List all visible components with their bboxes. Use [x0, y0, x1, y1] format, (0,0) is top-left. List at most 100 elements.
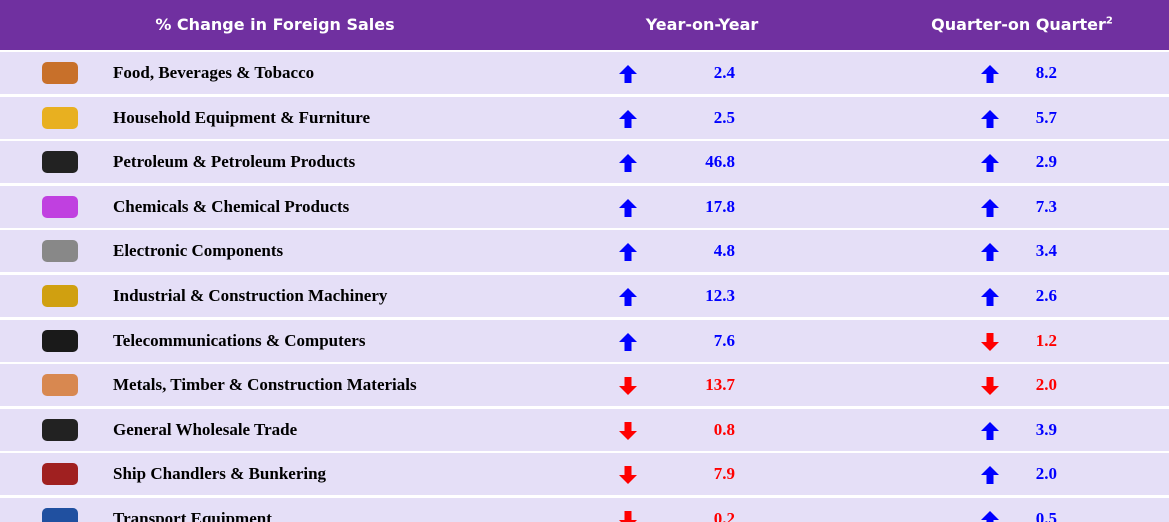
arrow-shape: [619, 243, 637, 262]
qoq-value: 2.0: [1035, 375, 1057, 395]
table-row: Industrial & Construction Machinery 12.3 2…: [0, 275, 1169, 317]
header-qoq: Quarter-on Quarter2: [931, 15, 1113, 34]
arrow-up: [619, 288, 637, 306]
arrow-up: [981, 65, 999, 83]
arrow-up: [981, 198, 999, 217]
yoy-value: 4.8: [713, 241, 735, 261]
category-name: Ship Chandlers & Bunkering: [113, 464, 327, 484]
category-icon: [42, 285, 78, 307]
arrow-up: [619, 154, 637, 173]
yoy-value: 2.4: [713, 63, 735, 82]
category-icon: [42, 374, 78, 397]
yoy-value: 0.2: [713, 509, 735, 522]
qoq-value: 1.2: [1035, 330, 1057, 350]
category-name: Chemicals & Chemical Products: [113, 196, 350, 216]
icon-shape: [42, 329, 78, 352]
table-row: Transport Equipment 0.2 0.5: [0, 498, 1169, 522]
qoq-value: 0.5: [1035, 509, 1057, 522]
arrow-down: [981, 377, 999, 396]
arrow-down: [981, 332, 999, 351]
icon-shape: [42, 463, 78, 486]
arrow-shape: [981, 421, 999, 440]
qoq-value: 5.7: [1035, 107, 1057, 127]
arrow-shape: [981, 65, 999, 83]
arrow-shape: [981, 466, 999, 485]
category-name: Metals, Timber & Construction Materials: [113, 375, 417, 395]
yoy-value: 13.7: [705, 375, 735, 395]
header-yoy: Year-on-Year: [645, 15, 759, 34]
icon-shape: [42, 106, 78, 129]
arrow-up: [619, 65, 637, 83]
arrow-shape: [981, 154, 999, 173]
category-name: Industrial & Construction Machinery: [113, 286, 388, 305]
category-name: Food, Beverages & Tobacco: [113, 63, 315, 82]
header-qoq-text: Quarter-on Quarter: [931, 15, 1106, 34]
category-icon: [42, 463, 78, 486]
arrow-shape: [619, 421, 637, 440]
arrow-shape: [981, 377, 999, 396]
arrow-up: [981, 243, 999, 262]
category-icon: [42, 240, 78, 263]
arrow-down: [619, 466, 637, 485]
category-icon: [42, 62, 78, 84]
header-category: % Change in Foreign Sales: [155, 15, 395, 34]
yoy-value: 12.3: [705, 286, 735, 305]
qoq-value: 2.0: [1035, 464, 1057, 484]
category-icon: [42, 151, 78, 174]
table-row: Metals, Timber & Construction Materials 1…: [0, 364, 1169, 407]
category-icon: [42, 329, 78, 352]
table-row: Household Equipment & Furniture 2.5 5.7: [0, 96, 1169, 139]
icon-shape: [42, 285, 78, 307]
arrow-up: [619, 198, 637, 217]
arrow-up: [619, 243, 637, 262]
qoq-value: 2.6: [1035, 286, 1057, 305]
table-row: General Wholesale Trade 0.8 3.9: [0, 408, 1169, 451]
table-row: Electronic Components 4.8 3.4: [0, 230, 1169, 273]
arrow-shape: [619, 377, 637, 396]
arrow-down: [619, 377, 637, 396]
icon-shape: [42, 62, 78, 84]
yoy-value: 0.8: [713, 419, 735, 439]
arrow-up: [981, 109, 999, 128]
yoy-value: 46.8: [705, 152, 735, 172]
arrow-shape: [981, 198, 999, 217]
qoq-value: 3.4: [1035, 241, 1057, 261]
yoy-value: 2.5: [713, 107, 735, 127]
category-name: Transport Equipment: [113, 509, 272, 522]
arrow-shape: [981, 511, 999, 522]
arrow-shape: [619, 511, 637, 522]
arrow-shape: [619, 198, 637, 217]
arrow-down: [619, 421, 637, 440]
category-icon: [42, 106, 78, 129]
footnote-mark: 2: [1105, 15, 1113, 27]
arrow-down: [619, 511, 637, 522]
arrow-up: [619, 109, 637, 128]
arrow-up: [981, 154, 999, 173]
arrow-shape: [619, 288, 637, 306]
yoy-value: 7.6: [713, 330, 735, 350]
yoy-value: 17.8: [705, 196, 735, 216]
qoq-value: 7.3: [1035, 196, 1057, 216]
category-name: General Wholesale Trade: [113, 419, 298, 439]
table-row: Petroleum & Petroleum Products 46.8 2.9: [0, 141, 1169, 184]
arrow-shape: [981, 332, 999, 351]
arrow-shape: [619, 65, 637, 83]
table-row: Ship Chandlers & Bunkering 7.9 2.0: [0, 453, 1169, 496]
icon-shape: [42, 374, 78, 397]
icon-shape: [42, 508, 78, 522]
arrow-shape: [619, 332, 637, 351]
category-icon: [42, 195, 78, 218]
arrow-shape: [619, 109, 637, 128]
arrow-up: [981, 288, 999, 306]
table-row: Food, Beverages & Tobacco 2.4 8.2: [0, 52, 1169, 94]
yoy-value: 7.9: [713, 464, 735, 484]
icon-shape: [42, 195, 78, 218]
category-name: Electronic Components: [113, 241, 284, 261]
arrow-up: [981, 421, 999, 440]
icon-shape: [42, 151, 78, 174]
qoq-value: 8.2: [1035, 63, 1057, 82]
arrow-shape: [619, 154, 637, 173]
qoq-value: 2.9: [1035, 152, 1057, 172]
arrow-up: [981, 511, 999, 522]
